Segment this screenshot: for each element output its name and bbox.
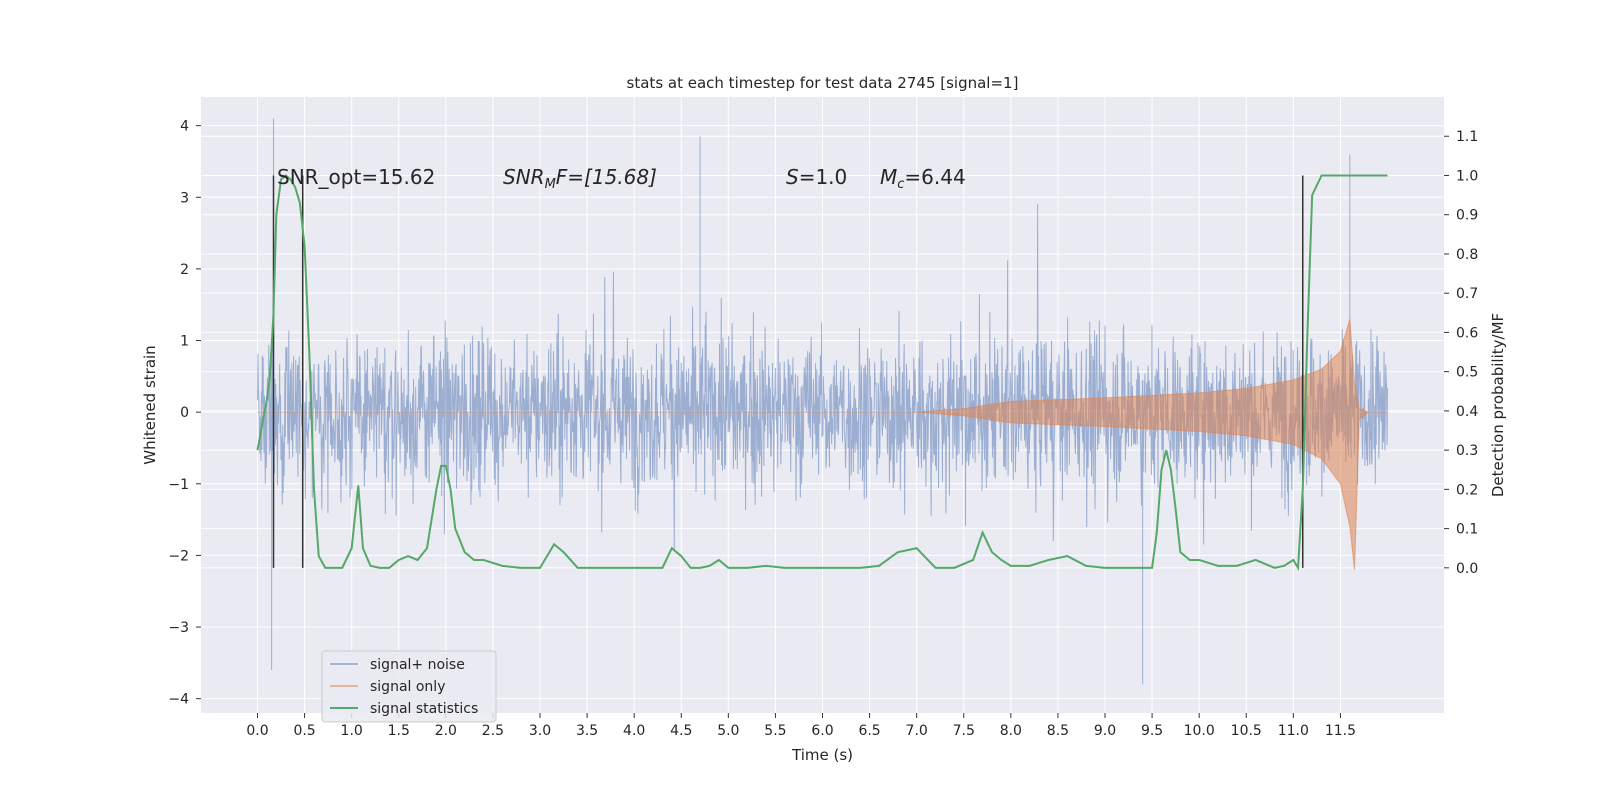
y-right-tick-label: 0.5 [1456, 365, 1478, 381]
x-tick-label: 5.0 [717, 723, 739, 739]
annotation-s-tail: =1.0 [799, 165, 848, 189]
annotation-s: S=1.0 [786, 165, 847, 189]
y-axis-label: Whitened strain [141, 345, 159, 464]
legend-label-signal-only: signal only [370, 679, 445, 695]
annotation-snr-mf-sub: M [545, 177, 556, 192]
signal-statistics-line [256, 174, 1388, 572]
y-right-tick-label: 0.9 [1456, 208, 1478, 224]
y-tick-label: −1 [168, 477, 189, 493]
x-tick-label: 6.5 [858, 723, 880, 739]
annotation-snr-mf-main: SNR [503, 165, 545, 189]
y-right-tick-label: 0.7 [1456, 286, 1478, 302]
y-tick-label: −2 [168, 548, 189, 564]
series-signal-statistics [256, 174, 1388, 572]
x-axis-label: Time (s) [791, 746, 853, 764]
y-right-tick-label: 1.0 [1456, 168, 1478, 184]
y-right-tick-label: 0.1 [1456, 522, 1478, 538]
annotation-mc: Mc=6.44 [880, 165, 966, 192]
x-tick-label: 11.5 [1325, 723, 1356, 739]
y-right-tick-label: 1.1 [1456, 129, 1478, 145]
annotation-mc-sub: c [897, 177, 904, 192]
y-tick-label: 3 [180, 190, 189, 206]
y-right-tick-label: 0.4 [1456, 404, 1478, 420]
x-tick-label: 9.5 [1141, 723, 1163, 739]
y-right-tick-label: 0.3 [1456, 443, 1478, 459]
annotations: SNR_opt=15.62 SNRMF=[15.68] S=1.0 Mc=6.4… [277, 165, 966, 192]
y-right-tick-label: 0.6 [1456, 325, 1478, 341]
series-signal-only [257, 318, 1388, 570]
x-tick-label: 6.0 [811, 723, 833, 739]
y-tick-label: 2 [180, 262, 189, 278]
y-tick-label: 0 [180, 405, 189, 421]
legend: signal+ noise signal only signal statist… [321, 650, 497, 723]
x-tick-label: 1.5 [388, 723, 410, 739]
x-tick-label: 3.0 [529, 723, 551, 739]
annotation-s-main: S [786, 165, 799, 189]
x-tick-label: 0.5 [293, 723, 315, 739]
x-tick-label: 11.0 [1278, 723, 1309, 739]
annotation-snr-mf: SNRMF=[15.68] [503, 165, 657, 192]
annotation-mc-main: M [880, 165, 897, 189]
signal-only-area [257, 318, 1388, 570]
y-tick-label: −3 [168, 620, 189, 636]
y-right-tick-label: 0.0 [1456, 561, 1478, 577]
y-right-tick-label: 0.2 [1456, 482, 1478, 498]
x-tick-label: 1.0 [341, 723, 363, 739]
legend-box [321, 650, 497, 723]
annotation-snr-opt: SNR_opt=15.62 [277, 165, 435, 189]
x-tick-label: 3.5 [576, 723, 598, 739]
x-tick-label: 7.5 [953, 723, 975, 739]
annotation-mc-tail: =6.44 [904, 165, 965, 189]
axes: 0.0 0.5 1.0 1.5 2.0 2.5 3.0 3.5 4.0 4.5 5.0 5.5 6.0 6… [168, 119, 1478, 739]
y-tick-label: 4 [180, 119, 189, 135]
x-tick-label: 9.0 [1094, 723, 1116, 739]
x-tick-label: 2.0 [435, 723, 457, 739]
y-right-tick-label: 0.8 [1456, 247, 1478, 263]
y-axis-right-label: Detection probability/MF [1489, 313, 1507, 497]
chart-title: stats at each timestep for test data 274… [627, 74, 1019, 92]
x-tick-label: 0.0 [246, 723, 268, 739]
x-tick-label: 4.0 [623, 723, 645, 739]
y-tick-label: −4 [168, 692, 189, 708]
x-tick-label: 8.0 [1000, 723, 1022, 739]
x-tick-label: 10.0 [1184, 723, 1215, 739]
x-tick-label: 7.0 [906, 723, 928, 739]
x-tick-label: 4.5 [670, 723, 692, 739]
legend-label-signal-noise: signal+ noise [370, 657, 465, 673]
x-tick-label: 8.5 [1047, 723, 1069, 739]
x-tick-label: 5.5 [764, 723, 786, 739]
x-tick-label: 2.5 [482, 723, 504, 739]
legend-label-signal-statistics: signal statistics [370, 701, 478, 717]
y-tick-label: 1 [180, 334, 189, 350]
annotation-snr-mf-tail: F=[15.68] [556, 165, 657, 189]
x-tick-label: 10.5 [1231, 723, 1262, 739]
